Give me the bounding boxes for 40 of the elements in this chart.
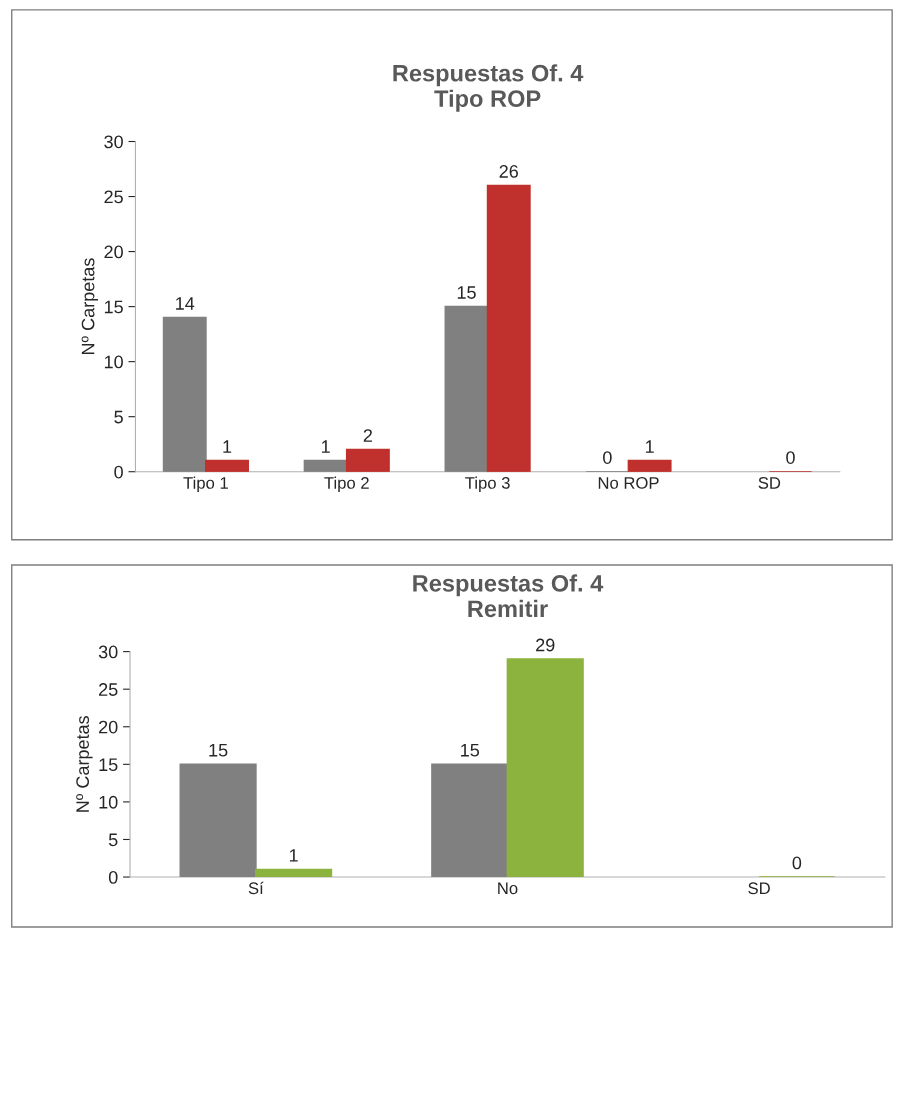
y-tick-label: 15 [99,758,118,772]
y-tick-label: 10 [99,795,118,809]
x-tick-label: No [498,882,518,895]
data-label: 0 [603,451,612,464]
x-tick-label: SD [758,477,781,489]
data-label: 2 [363,429,372,442]
data-label: 15 [457,286,476,299]
y-tick-label: 30 [104,135,123,149]
y-axis-title: Nº Carpetas [81,258,99,355]
y-axis-title: Nº Carpetas [76,716,93,812]
data-label: 0 [792,856,802,870]
y-tick-label: 15 [104,300,123,314]
data-label: 29 [536,638,555,652]
x-tick-label: SD [748,882,770,895]
data-label: 1 [223,440,232,453]
x-tick-label: Sí [248,881,264,895]
data-label: 26 [499,165,518,178]
x-tick-label: No ROP [598,477,659,489]
y-tick-label: 5 [108,833,118,847]
data-label: 15 [461,744,480,757]
data-label: 1 [321,440,330,453]
y-tick-label: 20 [104,245,123,259]
data-label: 1 [645,440,654,453]
data-label: 15 [209,744,228,757]
x-tick-label: Tipo 2 [324,476,369,493]
y-tick-label: 20 [99,720,118,734]
y-tick-label: 10 [104,355,123,369]
x-tick-label: Tipo 1 [183,476,228,493]
y-tick-label: 0 [114,465,123,479]
y-tick-label: 25 [104,190,123,204]
data-label: 14 [176,297,195,310]
y-tick-label: 30 [98,645,118,659]
y-tick-label: 25 [99,683,118,696]
y-tick-label: 0 [108,870,118,884]
data-label: 1 [289,849,298,862]
data-label: 0 [786,451,795,464]
chart-title: Respuestas Of. 4 Remitir [413,574,604,618]
y-tick-label: 5 [114,410,123,424]
chart-title: Respuestas Of. 4 Tipo ROP [393,64,584,112]
x-tick-label: Tipo 3 [465,476,510,493]
